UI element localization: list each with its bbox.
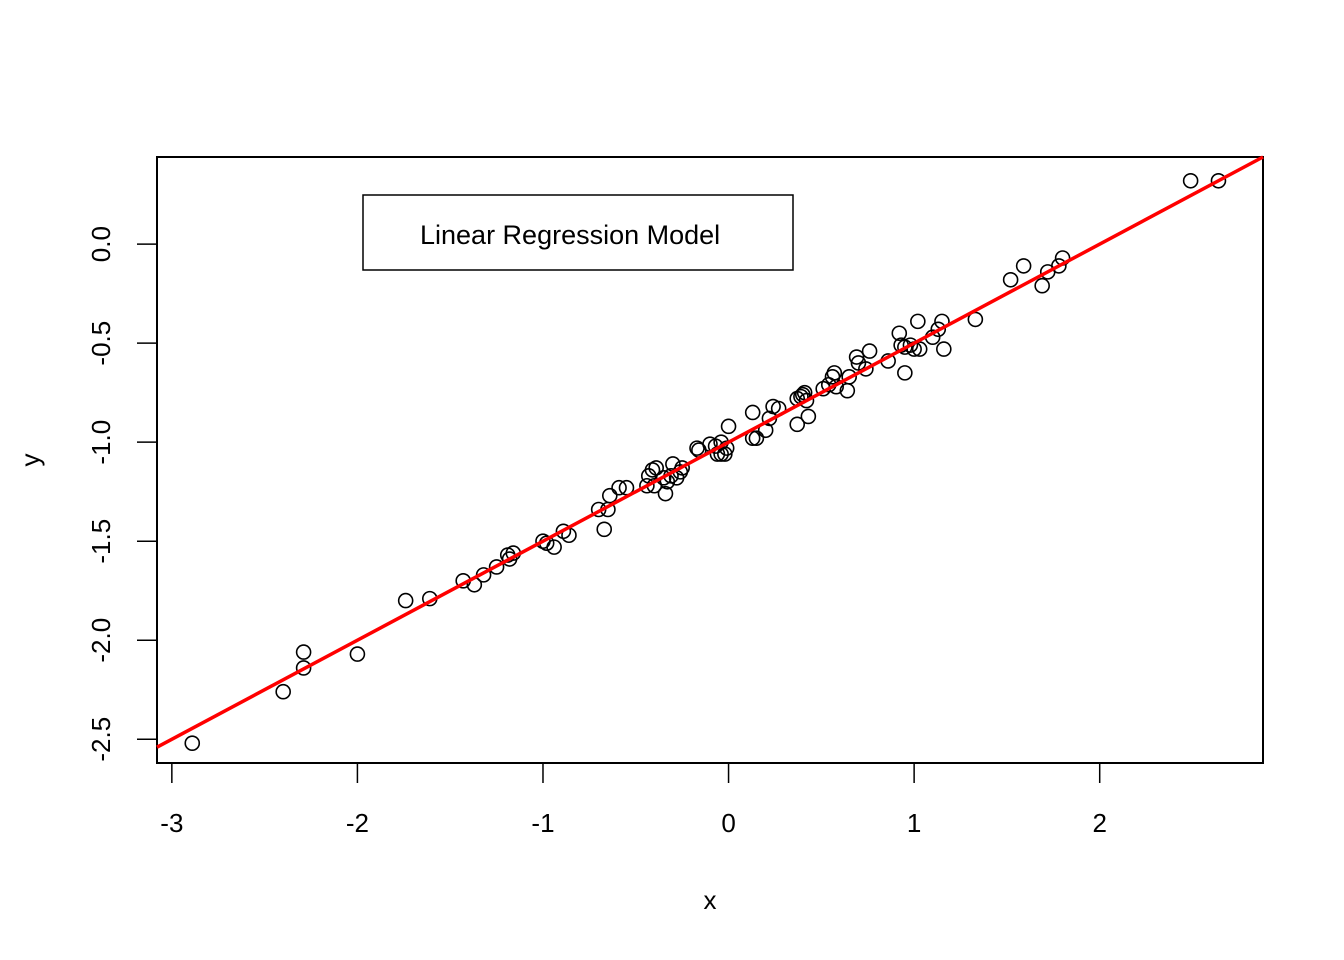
data-point	[1002, 271, 1019, 288]
data-point	[789, 416, 806, 433]
data-point	[184, 735, 201, 751]
data-point	[655, 470, 672, 486]
y-tick-label: -0.5	[86, 321, 116, 366]
y-axis-title: y	[15, 454, 45, 467]
data-point	[488, 559, 505, 575]
data-point	[1182, 172, 1199, 189]
x-tick-label: -1	[531, 808, 554, 838]
data-point	[1051, 258, 1067, 274]
data-point	[800, 408, 817, 425]
data-point	[295, 660, 312, 676]
data-point	[720, 418, 737, 435]
data-point	[611, 479, 627, 496]
data-point	[674, 460, 690, 476]
data-point	[858, 361, 874, 377]
data-point	[1034, 277, 1050, 294]
y-tick-label: 0.0	[86, 226, 116, 262]
data-point	[748, 430, 765, 447]
y-axis: -2.5 -2.0 -1.5 -1.0 -0.5 0.0	[86, 226, 158, 762]
y-tick-label: -2.0	[86, 618, 116, 663]
data-point	[897, 365, 913, 381]
data-point	[826, 365, 843, 381]
data-point	[841, 369, 857, 385]
data-point	[275, 683, 291, 700]
data-point	[1015, 258, 1032, 274]
data-point	[1210, 172, 1227, 189]
data-point	[601, 487, 618, 504]
y-tick-label: -1.0	[86, 420, 116, 465]
data-point	[936, 341, 952, 357]
legend-label: Linear Regression Model	[420, 220, 720, 250]
data-point	[349, 646, 366, 662]
legend: Linear Regression Model	[362, 194, 794, 271]
x-tick-label: -3	[160, 808, 183, 838]
data-point	[546, 539, 562, 555]
legend-box	[362, 194, 794, 271]
data-point	[639, 477, 655, 494]
data-point	[902, 337, 919, 353]
data-point	[648, 460, 664, 476]
data-point	[596, 521, 613, 538]
x-axis: -3 -2 -1 0 1 2	[160, 762, 1107, 838]
x-axis-title: x	[704, 885, 717, 915]
x-tick-label: 0	[721, 808, 735, 838]
data-point	[848, 349, 865, 365]
data-point	[930, 321, 947, 338]
data-point	[717, 446, 733, 462]
data-point	[798, 392, 815, 409]
data-point	[295, 644, 312, 660]
x-tick-label: -2	[346, 808, 369, 838]
data-point	[657, 485, 674, 502]
x-tick-label: 2	[1092, 808, 1106, 838]
data-points	[184, 172, 1227, 751]
y-tick-label: -2.5	[86, 717, 116, 762]
data-point	[910, 313, 926, 330]
regression-line	[156, 155, 1264, 749]
data-point	[891, 325, 908, 342]
data-point	[861, 343, 878, 359]
x-tick-label: 1	[907, 808, 921, 838]
y-tick-label: -1.5	[86, 519, 116, 564]
data-point	[744, 404, 761, 421]
data-point	[397, 592, 414, 609]
